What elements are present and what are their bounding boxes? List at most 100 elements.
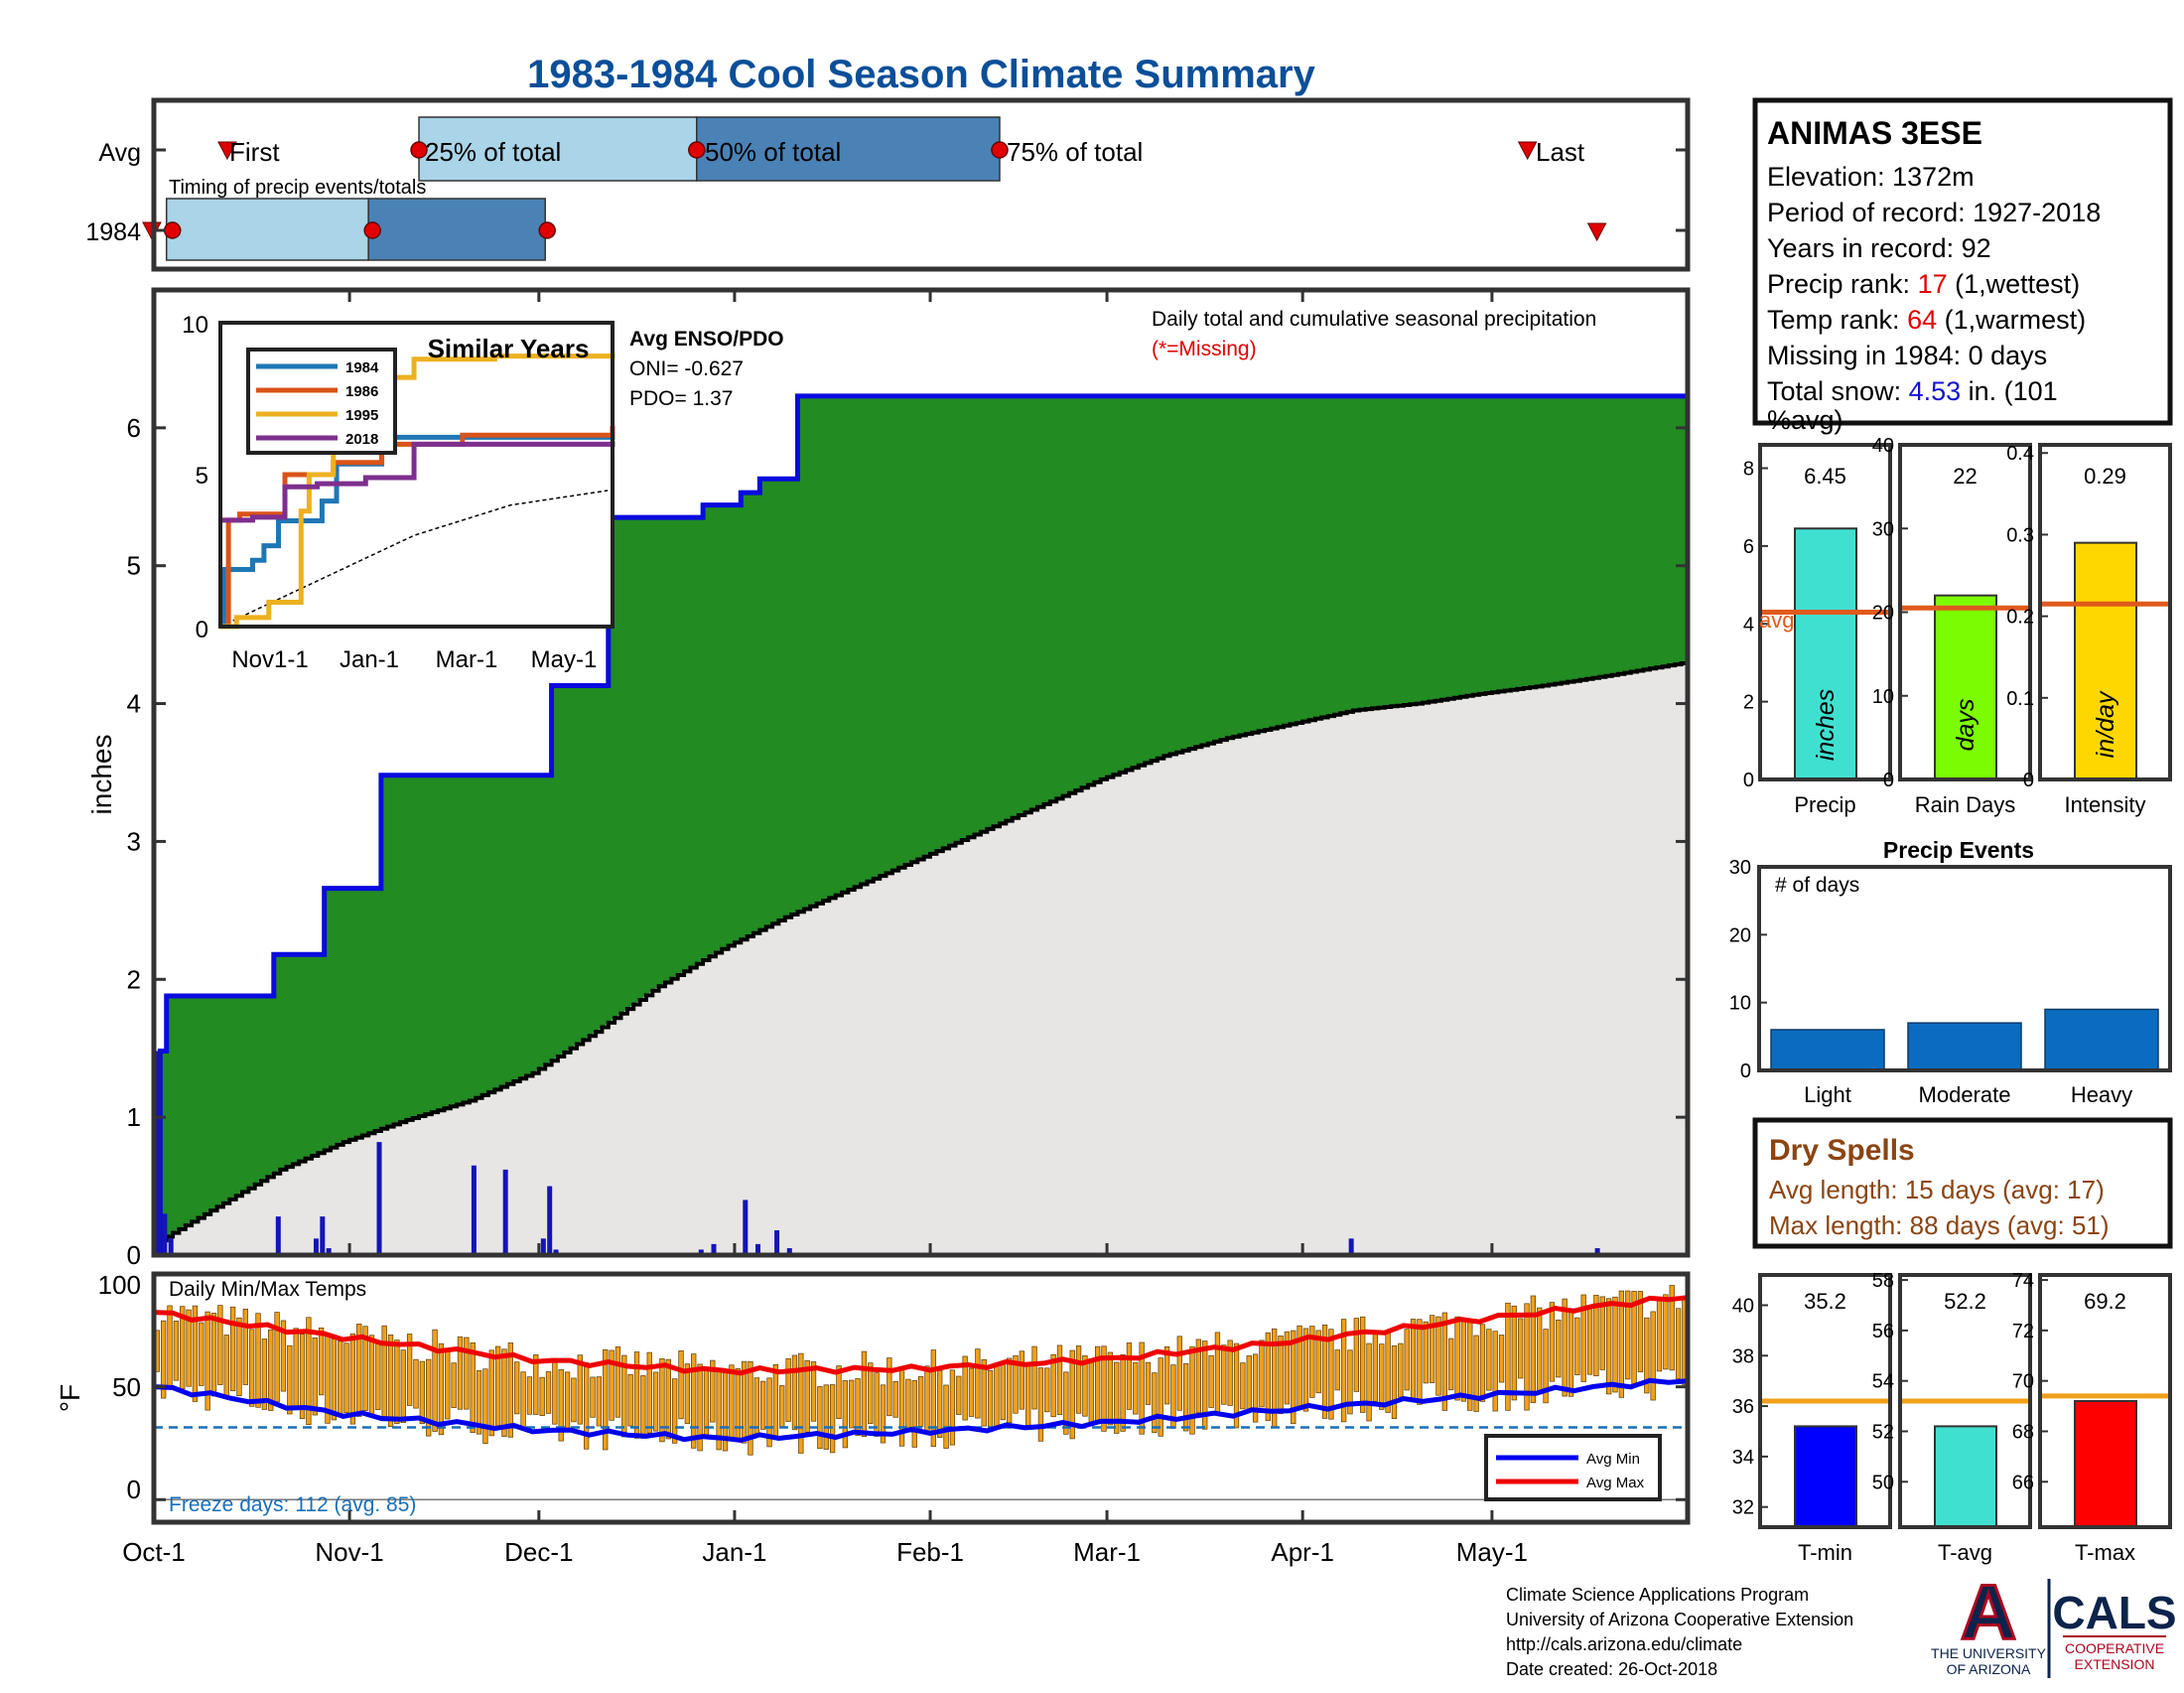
daily-temp-bar	[387, 1335, 394, 1428]
daily-temp-bar	[760, 1380, 766, 1430]
daily-precip-bar	[376, 1142, 382, 1255]
daily-temp-bar	[1340, 1319, 1347, 1423]
daily-temp-bar	[1145, 1361, 1152, 1405]
svg-text:OF ARIZONA: OF ARIZONA	[1947, 1661, 2031, 1677]
temp-ytick-label: 66	[2012, 1472, 2034, 1493]
season-ytick-label: 30	[1872, 518, 1894, 540]
precip-events-sublabel: # of days	[1775, 874, 1859, 897]
inset-legend: 1984 1986 1995 2018	[246, 348, 397, 455]
daily-temp-bar	[1101, 1345, 1107, 1432]
precip-avg-text: avg	[1759, 608, 1794, 633]
similar-years-inset: Similar Years 0 5 10 Nov1-1 Jan-1 Mar-1 …	[182, 312, 615, 673]
season-ytick-label: 40	[1872, 435, 1894, 457]
temp-value-label: 35.2	[1804, 1289, 1846, 1314]
daily-temp-bar	[905, 1378, 911, 1429]
daily-temp-bar	[1214, 1332, 1221, 1414]
footer-line3: http://cals.arizona.edu/climate	[1506, 1634, 1742, 1654]
daily-temp-bar	[1278, 1336, 1284, 1415]
daily-temp-bar	[1069, 1349, 1075, 1440]
daily-temp-bar	[880, 1384, 887, 1444]
temp-ylabel: °F	[55, 1384, 85, 1412]
daily-temp-bar	[640, 1375, 646, 1439]
precip-events-title: Precip Events	[1883, 837, 2034, 863]
event-bar-Heavy	[2044, 1008, 2159, 1071]
svg-text:CALS: CALS	[2052, 1587, 2176, 1638]
daily-temp-bar	[1543, 1329, 1549, 1404]
daily-temp-bar	[545, 1371, 552, 1414]
daily-temp-bar	[413, 1358, 419, 1409]
daily-temp-bar	[1391, 1344, 1398, 1420]
daily-temp-bar	[590, 1376, 596, 1418]
month-label: Apr-1	[1271, 1537, 1334, 1567]
daily-temp-bar	[956, 1375, 962, 1415]
month-label: Feb-1	[896, 1537, 964, 1567]
daily-temp-bar	[968, 1367, 975, 1417]
daily-temp-bar	[476, 1369, 482, 1435]
season-ytick-label: 4	[1743, 614, 1754, 635]
main-ylabel: inches	[86, 735, 117, 815]
daily-temp-bar	[558, 1369, 564, 1442]
daily-temp-bar	[1593, 1295, 1599, 1377]
daily-temp-bar	[1309, 1326, 1315, 1398]
daily-temp-bar	[1107, 1351, 1114, 1426]
main-ytick-label: 0	[127, 1240, 141, 1270]
daily-temp-bar	[975, 1348, 981, 1419]
daily-temp-bar	[1599, 1296, 1605, 1370]
daily-temp-bar	[817, 1386, 823, 1450]
temp-ytick: 0	[127, 1475, 141, 1504]
daily-temp-bar	[1580, 1294, 1586, 1382]
daily-temp-bar	[1328, 1329, 1334, 1420]
temp-panel: 100 50 0 °F Daily Min/Max Temps Freeze d…	[55, 290, 1691, 1567]
daily-temp-bar	[1656, 1297, 1663, 1372]
daily-precip-bar	[275, 1216, 281, 1255]
daily-temp-bar	[779, 1385, 785, 1428]
daily-temp-bar	[1530, 1295, 1536, 1403]
avg-first-marker	[217, 141, 237, 161]
legend-1995: 1995	[345, 407, 378, 424]
event-category-label: Heavy	[2071, 1082, 2132, 1107]
daily-temp-bar	[1158, 1357, 1163, 1437]
daily-temp-bar	[1663, 1294, 1669, 1370]
daily-temp-bar	[1233, 1342, 1240, 1429]
main-missing-note: (*=Missing)	[1152, 338, 1257, 360]
daily-temp-bar	[691, 1353, 697, 1449]
daily-temp-bar	[1498, 1335, 1505, 1383]
daily-temp-bar	[1221, 1344, 1227, 1405]
temp-value-label: 69.2	[2084, 1289, 2126, 1314]
season-xlabel: Rain Days	[1915, 792, 2015, 817]
daily-temp-bar	[949, 1369, 956, 1446]
daily-temp-bar	[470, 1341, 476, 1434]
season-bar-frame	[2038, 443, 2172, 781]
footer-line4: Date created: 26-Oct-2018	[1506, 1659, 1717, 1679]
daily-temp-bar	[406, 1334, 413, 1406]
event-ytick-label: 20	[1729, 924, 1751, 946]
daily-temp-bar	[438, 1342, 445, 1436]
daily-temp-bar	[627, 1373, 633, 1427]
daily-temp-bar	[652, 1371, 659, 1432]
daily-temp-bar	[488, 1349, 494, 1437]
daily-temp-bar	[362, 1326, 368, 1411]
daily-temp-bar	[665, 1358, 671, 1440]
daily-temp-bar	[482, 1368, 488, 1445]
daily-temp-bar	[887, 1357, 892, 1417]
timing-row-avg: Avg	[98, 139, 141, 167]
daily-temp-bar	[1549, 1302, 1556, 1382]
year-p75-marker	[538, 221, 556, 239]
daily-temp-bar	[1259, 1340, 1265, 1408]
daily-temp-bar	[1473, 1335, 1479, 1412]
daily-temp-bar	[1675, 1308, 1682, 1379]
daily-temp-bar	[1511, 1305, 1517, 1401]
daily-temp-bar	[299, 1334, 306, 1420]
footer: Climate Science Applications Program Uni…	[1506, 1567, 2177, 1680]
daily-temp-bar	[217, 1305, 223, 1385]
station-info-box: ANIMAS 3ESE Elevation: 1372m Period of r…	[1752, 97, 2173, 435]
main-ytick-label: 1	[127, 1102, 141, 1132]
daily-temp-bar	[1163, 1345, 1170, 1405]
month-label: Oct-1	[122, 1537, 186, 1567]
daily-temp-bar	[306, 1317, 312, 1425]
daily-temp-bar	[1492, 1331, 1498, 1412]
daily-temp-bar	[205, 1311, 210, 1411]
daily-temp-bar	[1202, 1340, 1208, 1430]
temp-ytick-label: 52	[1872, 1421, 1894, 1443]
year-50-75-box	[367, 198, 546, 261]
